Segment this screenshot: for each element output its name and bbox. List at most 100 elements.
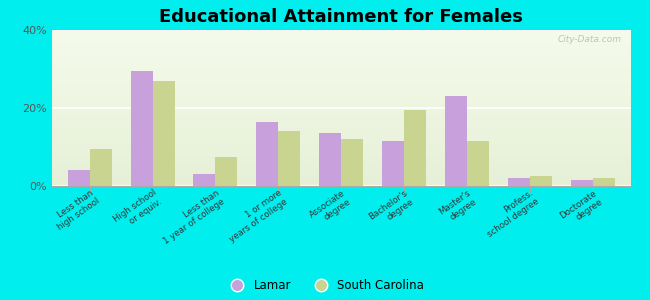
Bar — [52, 155, 630, 156]
Bar — [52, 142, 630, 144]
Bar — [52, 38, 630, 39]
Bar — [52, 41, 630, 43]
Bar — [52, 150, 630, 152]
Bar — [52, 70, 630, 72]
Bar — [52, 172, 630, 173]
Bar — [52, 125, 630, 127]
Bar — [153, 81, 175, 186]
Bar — [52, 139, 630, 141]
Bar — [530, 176, 552, 186]
Bar — [52, 138, 630, 139]
Bar — [52, 148, 630, 150]
Bar — [52, 141, 630, 142]
Bar — [52, 35, 630, 36]
Bar — [52, 178, 630, 180]
Bar — [445, 96, 467, 186]
Bar — [52, 102, 630, 103]
Bar — [52, 134, 630, 136]
Bar — [52, 68, 630, 69]
Bar — [52, 50, 630, 52]
Title: Educational Attainment for Females: Educational Attainment for Females — [159, 8, 523, 26]
Bar — [52, 52, 630, 53]
Bar — [52, 121, 630, 122]
Bar — [52, 95, 630, 97]
Bar — [52, 56, 630, 58]
Bar — [52, 60, 630, 61]
Bar — [52, 105, 630, 106]
Text: Less than
1 year of college: Less than 1 year of college — [156, 188, 227, 246]
Bar — [131, 71, 153, 186]
Bar — [52, 147, 630, 148]
Bar — [571, 180, 593, 186]
Bar — [52, 91, 630, 92]
Bar — [52, 163, 630, 164]
Bar — [52, 175, 630, 177]
Bar — [52, 166, 630, 167]
Bar — [52, 173, 630, 175]
Bar — [52, 58, 630, 60]
Bar — [52, 169, 630, 170]
Bar — [52, 122, 630, 124]
Bar — [52, 39, 630, 41]
Bar — [52, 127, 630, 128]
Bar — [52, 88, 630, 89]
Bar — [52, 72, 630, 74]
Bar — [52, 184, 630, 186]
Bar — [52, 170, 630, 172]
Bar — [52, 46, 630, 47]
Bar — [52, 114, 630, 116]
Bar — [216, 157, 237, 186]
Bar — [52, 47, 630, 49]
Text: High school
or equiv.: High school or equiv. — [111, 188, 164, 233]
Bar — [52, 144, 630, 146]
Bar — [52, 124, 630, 125]
Bar — [52, 167, 630, 169]
Bar — [52, 64, 630, 66]
Bar — [52, 83, 630, 85]
Bar — [52, 156, 630, 158]
Bar — [319, 133, 341, 186]
Bar — [593, 178, 615, 186]
Bar — [52, 78, 630, 80]
Bar — [52, 177, 630, 178]
Bar — [52, 103, 630, 105]
Bar — [52, 49, 630, 50]
Bar — [52, 111, 630, 113]
Bar — [278, 131, 300, 186]
Bar — [52, 69, 630, 70]
Bar — [52, 94, 630, 95]
Bar — [52, 74, 630, 75]
Bar — [52, 44, 630, 46]
Bar — [52, 128, 630, 130]
Bar — [52, 160, 630, 161]
Bar — [52, 33, 630, 35]
Bar — [52, 97, 630, 99]
Bar — [52, 92, 630, 94]
Bar — [52, 136, 630, 138]
Bar — [52, 113, 630, 114]
Text: 1 or more
years of college: 1 or more years of college — [222, 188, 289, 244]
Text: Master's
degree: Master's degree — [437, 188, 478, 225]
Bar — [52, 32, 630, 33]
Bar — [52, 53, 630, 55]
Bar — [382, 141, 404, 186]
Bar — [52, 63, 630, 64]
Bar — [52, 110, 630, 111]
Bar — [52, 152, 630, 153]
Text: Less than
high school: Less than high school — [49, 188, 101, 232]
Bar — [52, 164, 630, 166]
Legend: Lamar, South Carolina: Lamar, South Carolina — [221, 274, 429, 297]
Bar — [52, 108, 630, 110]
Bar — [52, 89, 630, 91]
Bar — [52, 119, 630, 121]
Bar — [52, 61, 630, 63]
Bar — [52, 36, 630, 38]
Bar — [52, 158, 630, 160]
Bar — [52, 30, 630, 31]
Bar — [52, 180, 630, 181]
Bar — [52, 106, 630, 108]
Text: Associate
degree: Associate degree — [307, 188, 352, 228]
Bar — [68, 170, 90, 186]
Bar — [90, 149, 112, 186]
Bar — [52, 86, 630, 88]
